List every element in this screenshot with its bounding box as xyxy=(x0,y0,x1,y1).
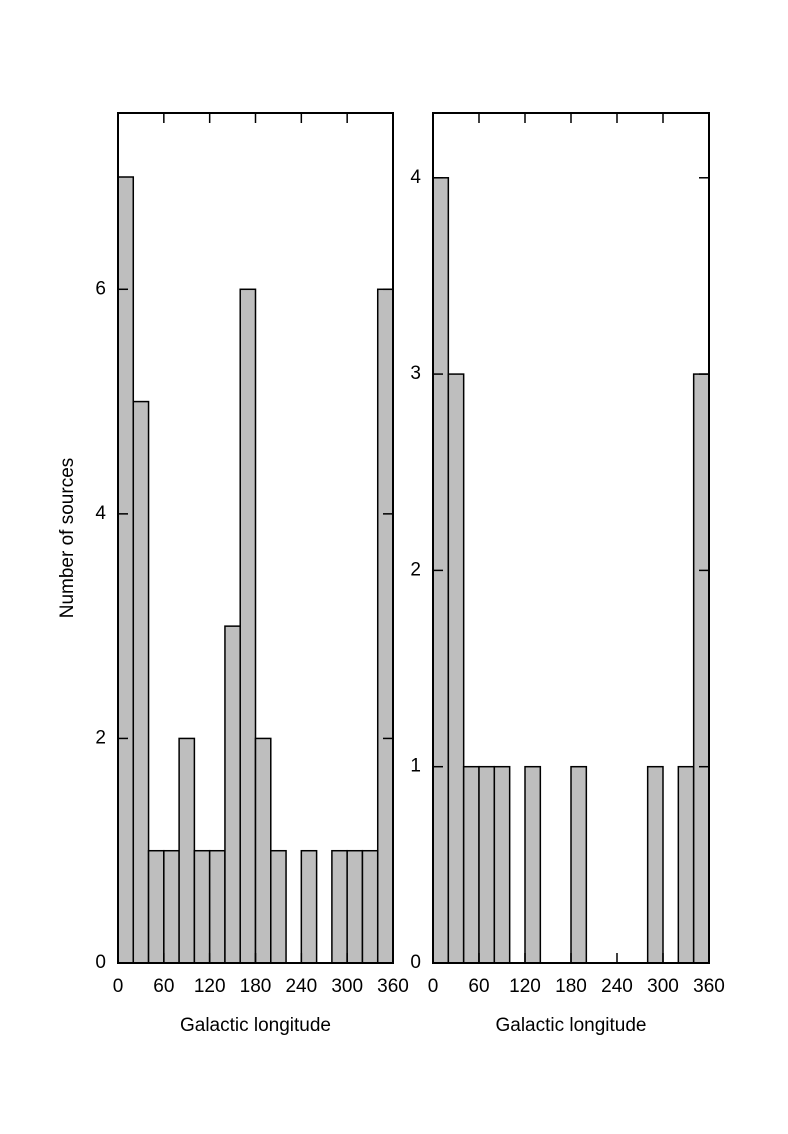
bar xyxy=(300,849,318,964)
bar xyxy=(447,373,465,964)
x-tick-label: 0 xyxy=(428,976,439,997)
bar xyxy=(163,849,180,964)
y-tick-label: 4 xyxy=(410,167,421,188)
bar xyxy=(239,288,257,964)
x-tick-label: 240 xyxy=(285,976,317,997)
bar xyxy=(208,849,226,964)
bar xyxy=(132,400,150,964)
bar xyxy=(270,849,287,964)
y-tick-label: 1 xyxy=(410,756,421,777)
y-tick-label: 0 xyxy=(95,952,106,973)
bar xyxy=(224,625,241,964)
bar xyxy=(361,849,379,964)
bar xyxy=(254,737,272,964)
y-tick-label: 2 xyxy=(95,727,106,748)
x-tick-label: 120 xyxy=(194,976,226,997)
x-tick-label: 240 xyxy=(601,976,633,997)
bar xyxy=(677,765,695,964)
y-tick-label: 4 xyxy=(95,503,106,524)
bar xyxy=(346,849,364,964)
bar xyxy=(178,737,196,964)
x-tick-label: 60 xyxy=(153,976,174,997)
y-tick-label: 6 xyxy=(95,278,106,299)
bar xyxy=(147,849,165,964)
bar xyxy=(646,765,664,964)
y-tick-label: 2 xyxy=(410,559,421,580)
bar xyxy=(524,765,542,964)
x-tick-label: 360 xyxy=(377,976,409,997)
x-tick-label: 360 xyxy=(693,976,725,997)
bar xyxy=(376,288,394,964)
x-tick-label: 120 xyxy=(509,976,541,997)
x-tick-label: 180 xyxy=(555,976,587,997)
bar xyxy=(117,176,135,964)
panel: 0 60 120 180 240 300 360 0 1 2 3 4 Galactic longitud… xyxy=(410,112,725,1036)
x-axis-label: Galactic longitude xyxy=(495,1015,646,1036)
x-tick-label: 60 xyxy=(468,976,489,997)
y-tick-label: 3 xyxy=(410,363,421,384)
bar xyxy=(462,765,480,964)
bar xyxy=(570,765,588,964)
y-axis-label: Number of sources xyxy=(57,458,78,619)
bar xyxy=(193,849,211,964)
bar xyxy=(692,373,710,964)
bar xyxy=(493,765,511,964)
panel: 0 60 120 180 240 300 360 0 2 4 6 Galactic longitude… xyxy=(57,112,409,1036)
bar xyxy=(478,765,496,964)
x-tick-label: 0 xyxy=(113,976,124,997)
bar xyxy=(331,849,348,964)
x-tick-label: 180 xyxy=(240,976,272,997)
x-axis-label: Galactic longitude xyxy=(180,1015,331,1036)
y-tick-label: 0 xyxy=(410,952,421,973)
x-tick-label: 300 xyxy=(331,976,363,997)
x-tick-label: 300 xyxy=(647,976,679,997)
